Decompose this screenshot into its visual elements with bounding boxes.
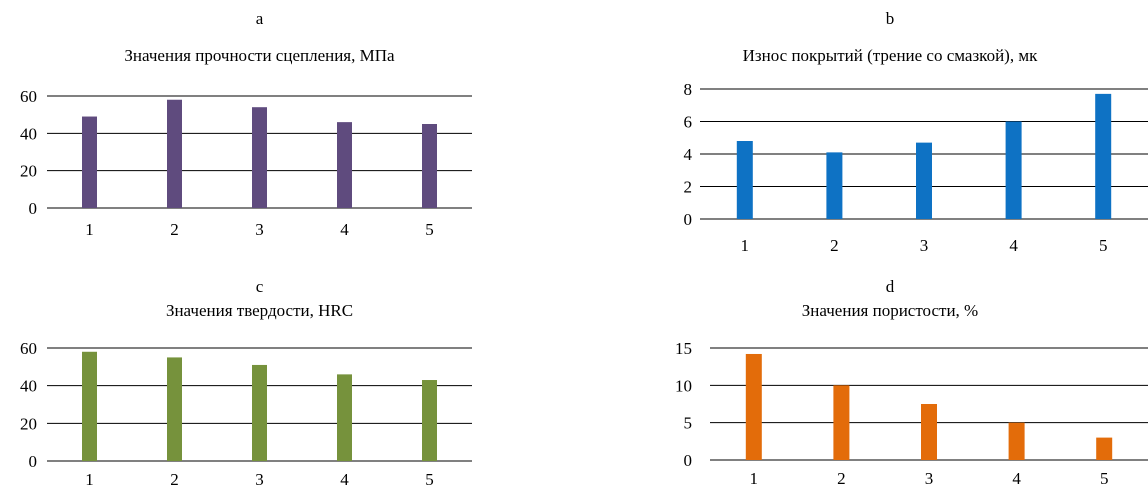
bar: [422, 124, 437, 208]
chart-title: Значения твердости, HRC: [165, 301, 354, 320]
y-tick-label: 60: [20, 87, 37, 106]
y-tick-label: 60: [20, 339, 37, 358]
x-tick-label: 1: [85, 470, 94, 489]
x-tick-label: 5: [425, 220, 434, 239]
chart-svg: 0 2 4 6 8 1 2 3 4 5: [684, 80, 1148, 255]
chart-panel-a: a Значения прочности сцепления, МПа 0 20 4…: [0, 0, 500, 250]
chart-svg: 0 20 40 60 1 2 3 4 5: [20, 339, 472, 489]
bar: [252, 364, 267, 461]
bar: [1005, 121, 1022, 219]
chart-svg: 0 5 10 15 1 2 3 4 5: [675, 339, 1148, 488]
y-tick-label: 10: [675, 376, 692, 395]
panel-letter: a: [255, 9, 264, 28]
bar: [1095, 93, 1112, 219]
x-tick-label: 2: [170, 470, 179, 489]
x-tick-label: 4: [1009, 236, 1018, 255]
x-tick-label: 5: [1099, 236, 1108, 255]
bar: [337, 374, 352, 461]
y-tick-label: 2: [684, 178, 693, 197]
y-tick-label: 20: [20, 162, 37, 181]
x-tick-label: 2: [837, 469, 846, 488]
chart-title: Износ покрытий (трение со смазкой), мк: [742, 46, 1038, 65]
bar: [167, 99, 182, 208]
panel-letter: d: [885, 277, 895, 296]
y-tick-label: 4: [684, 145, 693, 164]
y-tick-label: 40: [20, 377, 37, 396]
bar: [745, 353, 762, 460]
bar: [422, 380, 437, 461]
bar: [736, 141, 753, 219]
chart-panel-c: c Значения твердости, HRC 0 20 40 60 1 2 3 4 5: [0, 270, 500, 493]
x-tick-label: 4: [1012, 469, 1021, 488]
x-tick-label: 2: [170, 220, 179, 239]
bar: [916, 142, 932, 219]
y-tick-label: 5: [684, 414, 693, 433]
x-tick-label: 1: [741, 236, 750, 255]
bar: [167, 357, 182, 461]
bar: [252, 107, 267, 208]
x-tick-label: 3: [255, 220, 264, 239]
panel-letter: b: [885, 9, 895, 28]
chart-title: Значения пористости, %: [801, 301, 979, 320]
x-tick-label: 5: [1100, 469, 1109, 488]
y-tick-label: 0: [684, 210, 693, 229]
bar: [82, 116, 97, 208]
y-tick-label: 0: [29, 199, 38, 218]
bar: [921, 404, 937, 460]
bar: [82, 351, 97, 461]
x-tick-label: 1: [85, 220, 94, 239]
chart-panel-b: b Износ покрытий (трение со смазкой), мк…: [600, 0, 1148, 260]
x-tick-label: 4: [340, 470, 349, 489]
x-tick-label: 3: [255, 470, 264, 489]
panel-letter: c: [255, 277, 264, 296]
bar: [337, 122, 352, 208]
x-tick-label: 2: [830, 236, 839, 255]
chart-panel-d: d Значения пористости, % 0 5 10 15 1 2 3 4 5: [600, 270, 1148, 493]
chart-svg: 0 20 40 60 1 2 3 4 5: [20, 87, 472, 239]
x-tick-label: 4: [340, 220, 349, 239]
x-tick-label: 5: [425, 470, 434, 489]
y-tick-label: 20: [20, 414, 37, 433]
x-tick-label: 1: [750, 469, 759, 488]
chart-title: Значения прочности сцепления, МПа: [124, 46, 395, 65]
bar: [1008, 422, 1025, 460]
x-tick-label: 3: [920, 236, 929, 255]
y-tick-label: 0: [684, 451, 693, 470]
bar: [1096, 437, 1113, 460]
y-tick-label: 8: [684, 80, 693, 99]
y-tick-label: 0: [29, 452, 38, 471]
x-tick-label: 3: [925, 469, 934, 488]
y-tick-label: 40: [20, 124, 37, 143]
y-tick-label: 6: [684, 113, 693, 132]
bar: [833, 385, 850, 460]
y-tick-label: 15: [675, 339, 692, 358]
bar: [826, 152, 843, 219]
